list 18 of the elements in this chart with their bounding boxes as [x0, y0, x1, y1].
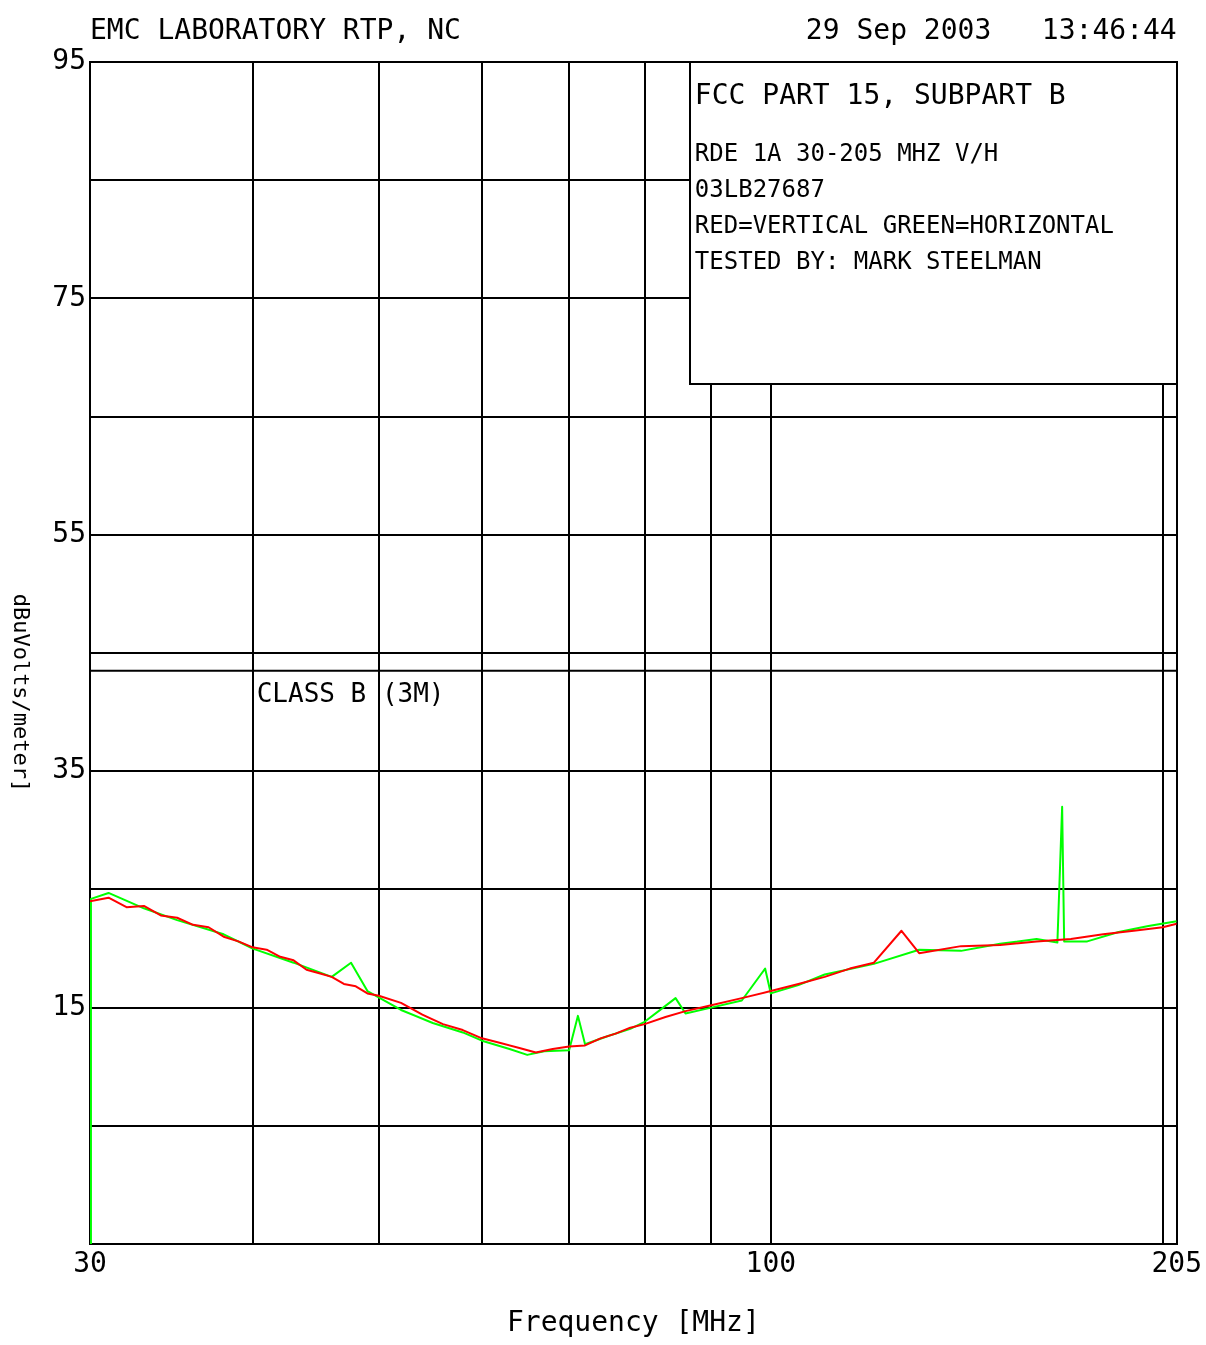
annotation: TESTED BY: MARK STEELMAN — [694, 246, 1043, 277]
annotation: RED=VERTICAL GREEN=HORIZONTAL — [694, 210, 1115, 241]
chart-subtitle: 29 Sep 2003 13:46:44 — [805, 13, 1177, 47]
y-tick-label: 95 — [52, 43, 86, 77]
y-tick-label: 15 — [52, 988, 86, 1022]
series-label: CLASS B (3M) — [256, 677, 445, 708]
y-tick-label: 75 — [52, 279, 86, 313]
x-axis-title: Frequency [MHz] — [506, 1305, 760, 1339]
x-tick-label: 30 — [73, 1246, 107, 1280]
x-tick-label: 100 — [745, 1246, 797, 1280]
y-tick-label: 35 — [52, 752, 86, 786]
annotation: RDE 1A 30-205 MHZ V/H — [694, 138, 1000, 169]
y-tick-label: 55 — [52, 516, 86, 550]
annotation: 03LB27687 — [694, 174, 826, 205]
annotation: FCC PART 15, SUBPART B — [694, 77, 1067, 113]
x-tick-label: 205 — [1151, 1246, 1202, 1280]
chart-title: EMC LABORATORY RTP, NC — [90, 13, 461, 47]
y-axis-title: dBuVolts/meter] — [9, 593, 35, 793]
